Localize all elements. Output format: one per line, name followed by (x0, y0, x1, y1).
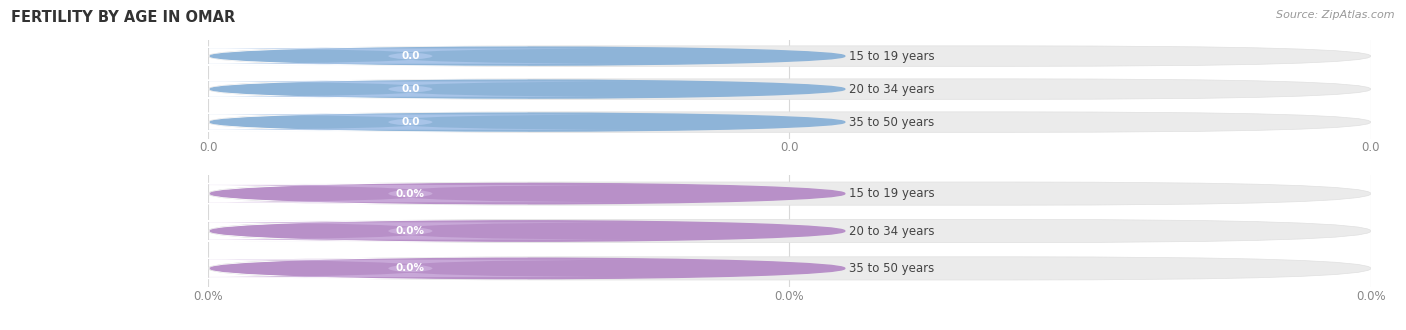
FancyBboxPatch shape (120, 221, 527, 241)
FancyBboxPatch shape (208, 79, 1371, 99)
Text: 20 to 34 years: 20 to 34 years (849, 224, 935, 238)
Text: 35 to 50 years: 35 to 50 years (849, 115, 935, 129)
Circle shape (211, 80, 845, 98)
Circle shape (211, 183, 845, 204)
Circle shape (211, 221, 845, 241)
FancyBboxPatch shape (208, 257, 1371, 280)
Text: 0.0: 0.0 (401, 117, 419, 127)
FancyBboxPatch shape (120, 113, 527, 131)
Text: 15 to 19 years: 15 to 19 years (849, 50, 935, 63)
FancyBboxPatch shape (208, 46, 1371, 66)
Text: Source: ZipAtlas.com: Source: ZipAtlas.com (1277, 10, 1395, 20)
FancyBboxPatch shape (208, 182, 1371, 205)
Text: 15 to 19 years: 15 to 19 years (849, 187, 935, 200)
Text: 20 to 34 years: 20 to 34 years (849, 82, 935, 96)
Text: 0.0%: 0.0% (396, 189, 425, 199)
FancyBboxPatch shape (208, 112, 1371, 132)
Circle shape (211, 113, 845, 131)
FancyBboxPatch shape (208, 219, 1371, 243)
FancyBboxPatch shape (163, 185, 658, 202)
FancyBboxPatch shape (163, 260, 658, 277)
Text: 35 to 50 years: 35 to 50 years (849, 262, 935, 275)
Text: 0.0%: 0.0% (396, 263, 425, 273)
Circle shape (211, 47, 845, 65)
FancyBboxPatch shape (163, 115, 658, 130)
Text: 0.0%: 0.0% (396, 226, 425, 236)
FancyBboxPatch shape (163, 222, 658, 240)
Text: 0.0: 0.0 (401, 84, 419, 94)
FancyBboxPatch shape (120, 47, 527, 65)
Circle shape (211, 258, 845, 279)
FancyBboxPatch shape (120, 183, 527, 204)
Text: 0.0: 0.0 (401, 51, 419, 61)
FancyBboxPatch shape (120, 80, 527, 98)
Text: FERTILITY BY AGE IN OMAR: FERTILITY BY AGE IN OMAR (11, 10, 235, 25)
FancyBboxPatch shape (163, 82, 658, 97)
FancyBboxPatch shape (120, 258, 527, 279)
FancyBboxPatch shape (163, 49, 658, 64)
